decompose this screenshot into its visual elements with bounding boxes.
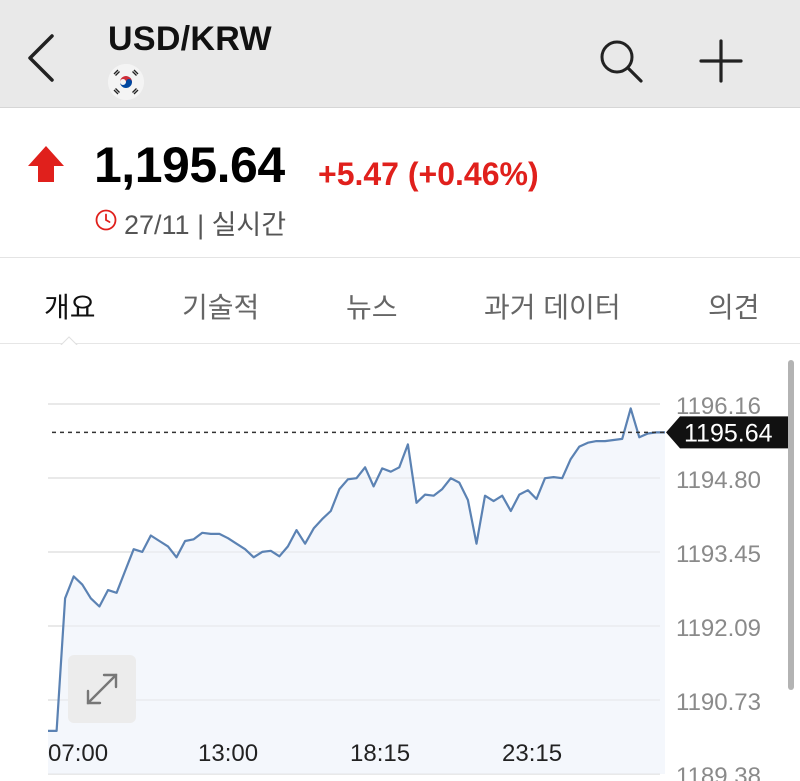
active-tab-indicator: [60, 336, 78, 346]
tab-historical-data[interactable]: 과거 데이터: [484, 292, 621, 323]
price-change: +5.47 (+0.46%): [318, 156, 539, 192]
quote-time: 27/11 | 실시간: [124, 210, 287, 240]
tab-overview[interactable]: 개요: [44, 292, 96, 323]
x-tick-label: 13:00: [198, 740, 258, 767]
tab-technical[interactable]: 기술적: [182, 292, 260, 323]
chart-scrollbar[interactable]: [788, 360, 794, 690]
korea-flag-icon: [108, 64, 144, 100]
x-tick-label: 07:00: [48, 740, 108, 767]
page-title: USD/KRW: [108, 20, 272, 58]
tab-bar: 개요 기술적 뉴스 과거 데이터 의견: [0, 258, 800, 344]
clock-icon: [95, 209, 117, 231]
chevron-left-icon: [28, 34, 54, 82]
current-price-tag: [666, 416, 790, 449]
series-area: [48, 408, 665, 774]
arrow-up-icon: [28, 146, 64, 182]
tab-news[interactable]: 뉴스: [346, 292, 398, 323]
search-button[interactable]: [596, 36, 646, 86]
x-tick-label: 18:15: [350, 740, 410, 767]
y-tick-label: 1190.73: [676, 689, 761, 716]
x-tick-label: 23:15: [502, 740, 562, 767]
y-tick-label: 1189.38: [676, 763, 761, 781]
quote-panel: 1,195.64 +5.47 (+0.46%) 27/11 | 실시간: [0, 108, 800, 258]
y-tick-label: 1196.16: [676, 393, 761, 420]
plus-icon: [699, 39, 743, 83]
current-price: 1,195.64: [94, 137, 285, 193]
price-chart[interactable]: 1196.16 1194.80 1193.45 1192.09 1190.73 1189.…: [0, 345, 800, 781]
fullscreen-button[interactable]: [68, 655, 136, 723]
y-tick-label: 1193.45: [676, 541, 761, 568]
search-icon: [600, 40, 643, 83]
y-tick-label: 1194.80: [676, 467, 761, 494]
series-line: [48, 407, 665, 732]
price-chart-svg: 1196.16 1194.80 1193.45 1192.09 1190.73 1189.…: [48, 393, 790, 781]
y-tick-label: 1192.09: [676, 615, 761, 642]
back-button[interactable]: [18, 28, 68, 88]
tab-comments[interactable]: 의견: [708, 292, 760, 323]
current-price-label: 1195.64: [684, 419, 773, 447]
add-button[interactable]: [694, 34, 748, 88]
expand-icon: [86, 673, 118, 705]
app-header: USD/KRW: [0, 0, 800, 108]
